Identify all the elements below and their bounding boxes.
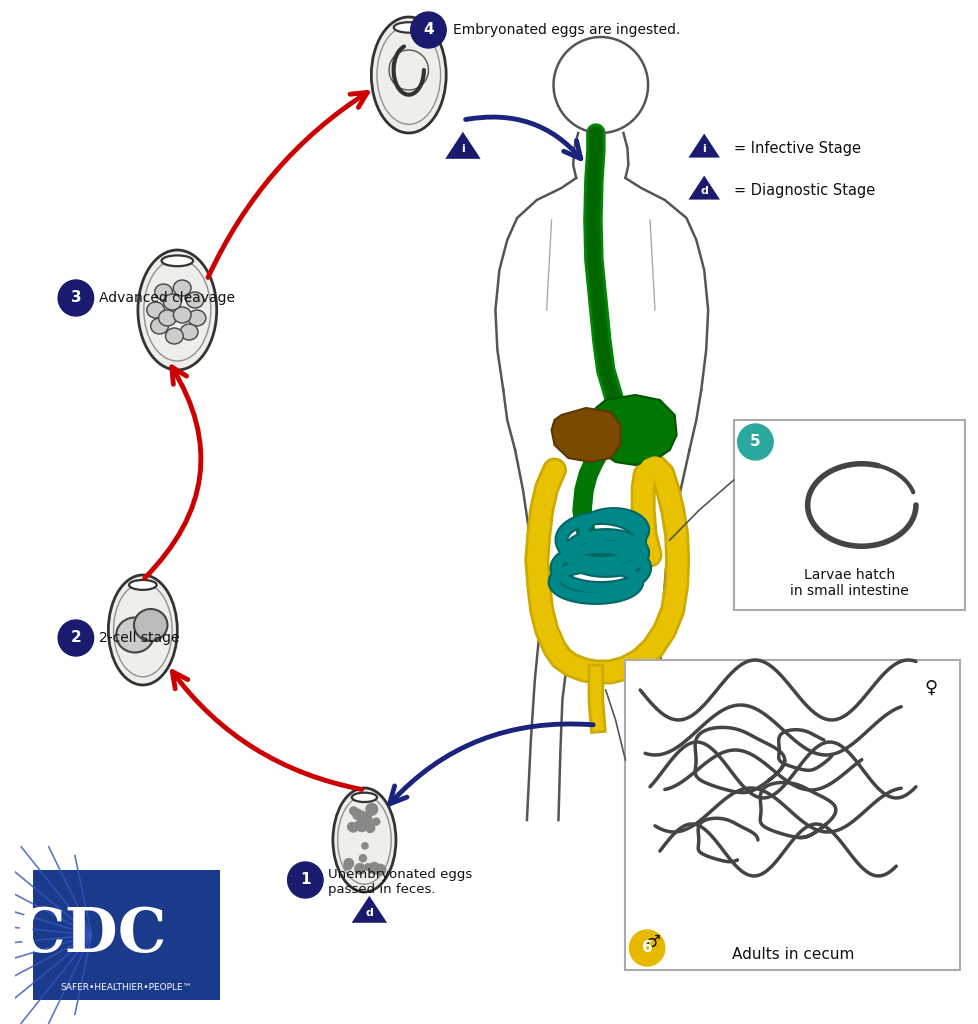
Circle shape: [364, 814, 371, 821]
Circle shape: [354, 863, 365, 874]
Text: SAFER•HEALTHIER•PEOPLE™: SAFER•HEALTHIER•PEOPLE™: [61, 983, 192, 992]
Circle shape: [359, 855, 366, 862]
Ellipse shape: [161, 255, 193, 266]
Text: 2: 2: [70, 631, 81, 645]
Polygon shape: [351, 896, 386, 923]
Text: = Infective Stage: = Infective Stage: [734, 140, 860, 156]
Ellipse shape: [393, 23, 423, 33]
Text: Advanced cleavage: Advanced cleavage: [99, 291, 235, 305]
Polygon shape: [445, 132, 480, 159]
Circle shape: [360, 814, 372, 825]
Circle shape: [629, 930, 664, 966]
Circle shape: [357, 822, 367, 831]
Circle shape: [366, 823, 375, 833]
Circle shape: [737, 424, 773, 460]
Text: i: i: [701, 143, 705, 154]
Text: Unembryonated eggs
passed in feces.: Unembryonated eggs passed in feces.: [328, 868, 471, 896]
Circle shape: [358, 811, 367, 820]
Circle shape: [288, 862, 323, 898]
Ellipse shape: [371, 17, 446, 133]
Text: d: d: [365, 908, 373, 918]
Text: 5: 5: [749, 434, 760, 450]
Circle shape: [365, 816, 371, 822]
Circle shape: [343, 859, 353, 868]
Ellipse shape: [129, 580, 156, 590]
Ellipse shape: [333, 788, 395, 892]
Circle shape: [362, 843, 368, 849]
Text: ♀: ♀: [923, 679, 936, 697]
Circle shape: [368, 862, 379, 873]
Circle shape: [347, 822, 355, 830]
Circle shape: [355, 820, 366, 830]
FancyBboxPatch shape: [734, 420, 964, 610]
Polygon shape: [688, 175, 719, 200]
Circle shape: [58, 620, 94, 656]
Text: Larvae hatch
in small intestine: Larvae hatch in small intestine: [789, 568, 908, 598]
Text: 1: 1: [300, 872, 310, 888]
FancyBboxPatch shape: [32, 870, 219, 1000]
Circle shape: [344, 862, 351, 870]
Circle shape: [349, 807, 357, 815]
Ellipse shape: [186, 292, 203, 308]
Ellipse shape: [180, 324, 198, 340]
Polygon shape: [551, 408, 620, 462]
Circle shape: [375, 864, 385, 876]
Ellipse shape: [173, 280, 191, 296]
Ellipse shape: [165, 328, 183, 344]
Circle shape: [354, 821, 364, 830]
Ellipse shape: [134, 609, 167, 641]
Ellipse shape: [158, 310, 176, 326]
Circle shape: [366, 804, 378, 815]
Ellipse shape: [155, 284, 172, 300]
Text: 6: 6: [641, 940, 651, 955]
Polygon shape: [591, 395, 676, 465]
Circle shape: [58, 280, 94, 316]
Ellipse shape: [188, 310, 205, 326]
Text: = Diagnostic Stage: = Diagnostic Stage: [734, 182, 874, 198]
Text: ♂: ♂: [645, 933, 660, 951]
FancyBboxPatch shape: [625, 660, 959, 970]
Text: CDC: CDC: [17, 905, 166, 965]
Text: 4: 4: [422, 23, 433, 38]
Ellipse shape: [173, 307, 191, 323]
Circle shape: [365, 863, 371, 870]
Ellipse shape: [116, 617, 154, 652]
Text: d: d: [699, 185, 707, 196]
Text: Adults in cecum: Adults in cecum: [731, 947, 853, 962]
Ellipse shape: [138, 250, 216, 370]
Text: 2-cell stage: 2-cell stage: [99, 631, 179, 645]
Ellipse shape: [351, 793, 377, 802]
Ellipse shape: [163, 294, 181, 310]
Text: Embryonated eggs are ingested.: Embryonated eggs are ingested.: [453, 23, 680, 37]
Circle shape: [411, 12, 446, 48]
Text: 3: 3: [70, 291, 81, 305]
Ellipse shape: [147, 302, 164, 318]
Polygon shape: [688, 133, 719, 158]
Ellipse shape: [109, 575, 177, 685]
Circle shape: [373, 818, 379, 825]
Ellipse shape: [151, 318, 168, 334]
Circle shape: [348, 823, 357, 833]
Circle shape: [352, 809, 362, 819]
Text: i: i: [461, 144, 465, 154]
